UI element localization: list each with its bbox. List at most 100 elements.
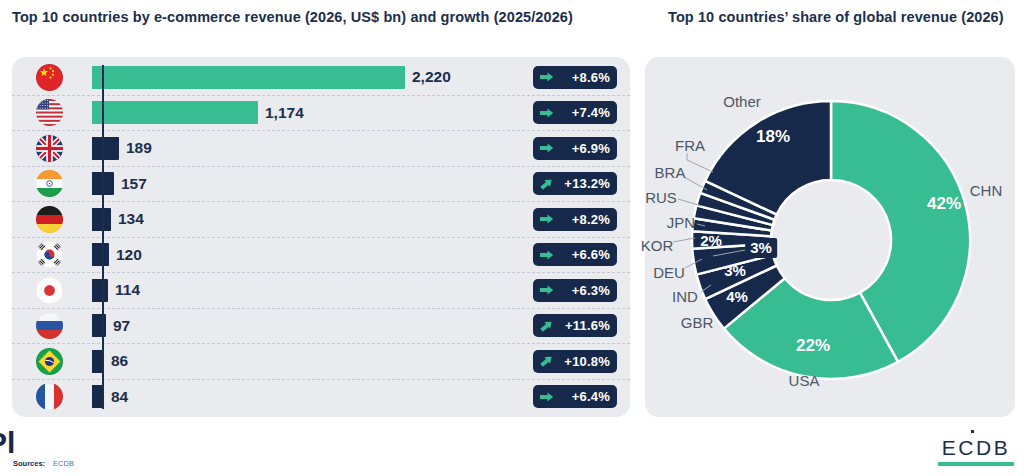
slice-pct-kor: 2% [700, 232, 722, 249]
ecdb-logo: ECDB [938, 436, 1014, 466]
growth-value: +6.9% [572, 141, 610, 156]
bar-track: 189 [92, 131, 533, 166]
flag-chn-icon [36, 64, 63, 91]
ecdb-logo-text: ECDB [942, 436, 1010, 459]
slice-label-usa: USA [789, 372, 820, 389]
slice-label-deu: DEU [653, 264, 685, 281]
donut-chart-title: Top 10 countries’ share of global revenu… [668, 9, 1004, 25]
sources-line: Sources:ECDB [13, 459, 74, 468]
growth-value: +10.8% [564, 354, 610, 369]
growth-badge: +8.2% [533, 208, 617, 231]
donut-chart-panel: CHN42%USA22%GBR4%IND3%DEU3%KOR2%JPNRUSBR… [645, 57, 1015, 417]
growth-value: +6.3% [572, 283, 610, 298]
growth-value: +6.4% [572, 389, 610, 404]
slice-label-other: Other [723, 93, 761, 110]
bar-chart-axis [102, 65, 104, 409]
infographic-canvas: Top 10 countries by e-commerce revenue (… [0, 0, 1024, 476]
bar-track: 86 [92, 344, 533, 379]
growth-right-arrow-icon [540, 210, 554, 228]
revenue-value: 189 [126, 139, 152, 157]
bar-row-chn: 2,220 +8.6% [12, 60, 630, 96]
bar-row-rus: 97 +11.6% [12, 309, 630, 345]
revenue-bar [92, 101, 258, 124]
sources-value: ECDB [53, 459, 74, 468]
growth-right-arrow-icon [540, 246, 554, 264]
growth-badge: +6.9% [533, 137, 617, 160]
flag-usa-icon [36, 99, 63, 126]
bar-row-kor: 120 +6.6% [12, 238, 630, 274]
bar-row-gbr: 189 +6.9% [12, 131, 630, 167]
growth-value: +8.6% [572, 70, 610, 85]
slice-label-jpn: JPN [667, 214, 695, 231]
bar-track: 120 [92, 238, 533, 273]
flag-gbr-icon [36, 135, 63, 162]
bar-track: 114 [92, 273, 533, 308]
flag-fra-icon [36, 383, 63, 410]
revenue-bar [92, 243, 109, 266]
growth-badge: +8.6% [533, 66, 617, 89]
flag-jpn-icon [36, 277, 63, 304]
revenue-value: 2,220 [412, 68, 451, 86]
slice-pct-usa: 22% [796, 336, 830, 356]
bar-row-usa: 1,174 +7.4% [12, 96, 630, 132]
slice-pct-chn: 42% [927, 194, 961, 214]
revenue-value: 134 [118, 210, 144, 228]
partial-logo: Pl [0, 426, 15, 460]
growth-badge: +13.2% [533, 172, 617, 195]
growth-value: +11.6% [565, 318, 610, 333]
revenue-value: 120 [116, 246, 142, 264]
bar-track: 2,220 [92, 60, 533, 95]
growth-badge: +6.6% [533, 243, 617, 266]
slice-label-rus: RUS [645, 189, 677, 206]
growth-badge: +7.4% [533, 101, 617, 124]
growth-right-arrow-icon [540, 104, 554, 122]
bar-row-deu: 134 +8.2% [12, 202, 630, 238]
growth-value: +13.2% [564, 176, 610, 191]
revenue-bar [92, 279, 108, 302]
flag-deu-icon [36, 206, 63, 233]
slice-label-kor: KOR [641, 237, 674, 254]
bar-row-fra: 84 +6.4% [12, 380, 630, 415]
bar-row-jpn: 114 +6.3% [12, 273, 630, 309]
flag-ind-icon [36, 170, 63, 197]
revenue-bar [92, 137, 119, 160]
slice-pct-other: 18% [756, 127, 790, 147]
revenue-value: 84 [111, 388, 128, 406]
slice-label-ind: IND [672, 288, 698, 305]
bar-track: 84 [92, 380, 533, 415]
bar-row-bra: 86 +10.8% [12, 344, 630, 380]
revenue-value: 157 [121, 175, 147, 193]
growth-badge: +10.8% [533, 350, 617, 373]
growth-right-arrow-icon [540, 388, 554, 406]
growth-value: +6.6% [572, 247, 610, 262]
growth-up-arrow-icon [540, 175, 554, 193]
growth-badge: +11.6% [533, 314, 617, 337]
slice-label-chn: CHN [970, 182, 1003, 199]
growth-right-arrow-icon [540, 68, 554, 86]
growth-right-arrow-icon [540, 139, 554, 157]
bar-track: 134 [92, 202, 533, 237]
slice-label-bra: BRA [655, 164, 686, 181]
flag-kor-icon [36, 241, 63, 268]
revenue-bar [92, 66, 405, 89]
bar-chart-title: Top 10 countries by e-commerce revenue (… [12, 9, 573, 25]
slice-label-fra: FRA [675, 137, 705, 154]
leader-line [687, 153, 713, 172]
growth-right-arrow-icon [540, 281, 554, 299]
growth-up-arrow-icon [540, 352, 554, 370]
bar-row-ind: 157 +13.2% [12, 167, 630, 203]
logo-underline [938, 462, 1014, 466]
bar-track: 1,174 [92, 96, 533, 131]
bar-track: 97 [92, 309, 533, 344]
slice-pct-ind: 3% [724, 262, 746, 279]
revenue-value: 114 [115, 281, 140, 299]
flag-bra-icon [36, 348, 63, 375]
slice-label-gbr: GBR [681, 314, 714, 331]
bar-chart-panel: 2,220 +8.6% 1,174 +7.4% 189 +6.9% 157 +13.2% 134… [12, 57, 630, 417]
revenue-value: 97 [113, 317, 130, 335]
bar-track: 157 [92, 167, 533, 202]
slice-pct-deu: 3% [745, 238, 777, 258]
growth-value: +8.2% [572, 212, 610, 227]
revenue-value: 1,174 [265, 104, 304, 122]
slice-pct-gbr: 4% [726, 288, 748, 305]
